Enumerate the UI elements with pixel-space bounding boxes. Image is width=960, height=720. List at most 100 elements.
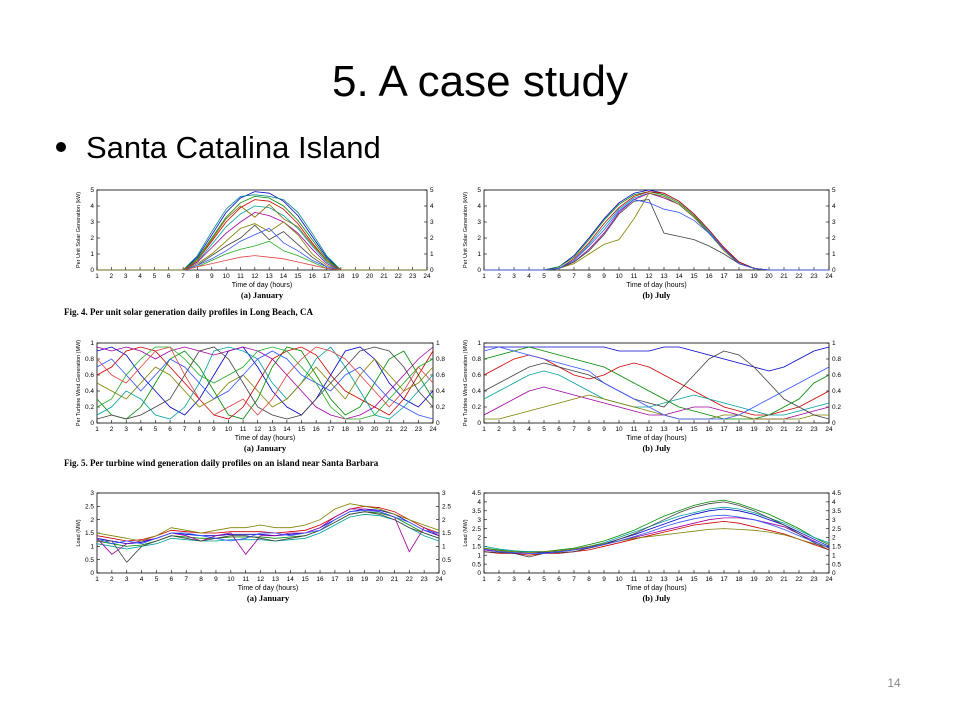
solar-january-x-tick-label: 9 <box>210 273 214 280</box>
wind-july-series-line <box>483 346 830 420</box>
solar-january-x-tick-label: 8 <box>196 273 200 280</box>
wind-january-y-tick-label: 0 <box>90 420 94 427</box>
load-july-x-tick-label: 22 <box>795 576 803 583</box>
solar-july-y-tick-label: 1 <box>477 251 481 258</box>
solar-january-x-tick-label: 23 <box>409 273 417 280</box>
load-july-x-tick-label: 3 <box>512 576 516 583</box>
solar-january-x-tick-label: 13 <box>266 273 274 280</box>
solar-july-y-tick-label: 4 <box>477 203 481 210</box>
solar-july-y-tick-label: 3 <box>477 219 481 226</box>
wind-july-y-tick-label-right: 0.2 <box>832 404 841 411</box>
load-january-x-tick-label: 7 <box>184 576 188 583</box>
wind-january-series-line <box>96 350 434 420</box>
solar-january-x-tick-label: 17 <box>323 273 331 280</box>
wind-july-x-tick-label: 14 <box>675 426 683 433</box>
load-july-y-tick-label-right: 0 <box>832 570 836 577</box>
solar-january-y-tick-label-right: 4 <box>430 203 434 210</box>
wind-january-series-line <box>96 346 434 420</box>
solar-january-x-tick-label: 21 <box>380 273 388 280</box>
wind-january-x-tick-label: 17 <box>327 426 335 433</box>
wind-july-x-tick-label: 12 <box>645 426 653 433</box>
load-january-y-tick-label-right: 3 <box>442 490 446 497</box>
load-january-x-tick-label: 6 <box>170 576 174 583</box>
solar-january-y-tick-label: 0 <box>90 267 94 274</box>
load-july-y-axis-label: Load (MW) <box>463 519 469 546</box>
wind-july-x-tick-label: 8 <box>587 426 591 433</box>
bullet-dot-icon <box>56 141 66 152</box>
wind-january-x-tick-label: 24 <box>429 426 437 433</box>
wind-july-series-line <box>484 394 829 420</box>
wind-january-chart: 1 2 3 4 5 6 7 8 9 10 11 12 13 14 15 16 17 18 19 20 21 22 23 240… <box>76 340 445 453</box>
load-january-y-tick-label-right: 0.5 <box>442 557 451 564</box>
load-july-x-tick-label: 20 <box>765 576 773 583</box>
load-january-y-tick-label-right: 2 <box>442 517 446 524</box>
solar-july-x-tick-label: 2 <box>497 273 501 280</box>
load-january-x-tick-label: 20 <box>376 576 384 583</box>
wind-january-x-tick-label: 21 <box>386 426 394 433</box>
load-july-x-tick-label: 16 <box>705 576 713 583</box>
solar-january-x-tick-label: 6 <box>167 273 171 280</box>
load-july-x-tick-label: 6 <box>557 576 561 583</box>
load-july-x-tick-label: 9 <box>602 576 606 583</box>
solar-july-x-tick-label: 21 <box>780 273 788 280</box>
load-july-y-tick-label-right: 4.5 <box>832 490 841 497</box>
solar-january-x-tick-label: 15 <box>294 273 302 280</box>
wind-january-y-tick-label-right: 1 <box>436 340 440 347</box>
solar-january-y-tick-label-right: 2 <box>430 235 434 242</box>
load-january-series-line <box>96 503 440 542</box>
load-january-x-tick-label: 24 <box>435 576 443 583</box>
load-july-y-tick-label-right: 3.5 <box>832 508 841 515</box>
wind-july-y-tick-label: 0.6 <box>472 372 481 379</box>
wind-january-x-tick-label: 12 <box>254 426 262 433</box>
wind-july-x-tick-label: 13 <box>660 426 668 433</box>
load-january-x-tick-label: 8 <box>199 576 203 583</box>
load-january-series-line <box>97 511 440 563</box>
load-january-x-tick-label: 1 <box>95 576 99 583</box>
solar-january-x-tick-label: 12 <box>251 273 259 280</box>
load-january-y-tick-label: 0.5 <box>85 557 94 564</box>
wind-july-x-tick-label: 6 <box>557 426 561 433</box>
wind-july-x-tick-label: 3 <box>512 426 516 433</box>
load-july-y-tick-label-right: 0.5 <box>832 561 841 568</box>
solar-july-y-tick-label-right: 1 <box>832 251 836 258</box>
solar-january-y-tick-label: 2 <box>90 235 94 242</box>
wind-july-x-tick-label: 17 <box>720 426 728 433</box>
solar-july-x-tick-label: 13 <box>660 273 668 280</box>
load-january-x-tick-label: 15 <box>302 576 310 583</box>
load-july-x-tick-label: 11 <box>631 576 638 583</box>
solar-january-y-tick-label: 4 <box>90 203 94 210</box>
wind-january-series-line <box>96 358 434 408</box>
load-july-y-tick-label: 0 <box>477 570 481 577</box>
solar-july-y-tick-label-right: 4 <box>832 203 836 210</box>
load-july-x-tick-label: 8 <box>587 576 591 583</box>
solar-july-x-tick-label: 1 <box>482 273 486 280</box>
wind-january-series-line <box>96 346 434 416</box>
wind-july-x-tick-label: 4 <box>527 426 531 433</box>
wind-january-series-line <box>96 346 434 420</box>
wind-january-y-tick-label-right: 0.6 <box>436 372 445 379</box>
wind-january-x-tick-label: 7 <box>183 426 187 433</box>
wind-july-x-tick-label: 21 <box>780 426 788 433</box>
solar-july-x-tick-label: 23 <box>810 273 818 280</box>
load-july-x-tick-label: 2 <box>497 576 501 583</box>
wind-january-y-tick-label: 1 <box>90 340 94 347</box>
wind-july-x-tick-label: 18 <box>735 426 743 433</box>
solar-july-x-tick-label: 19 <box>750 273 758 280</box>
solar-january-x-tick-label: 14 <box>280 273 288 280</box>
wind-january-x-tick-label: 18 <box>342 426 350 433</box>
wind-july-y-axis-label: Per Turbine Wind Generation (MW) <box>463 340 469 426</box>
wind-july-y-tick-label-right: 0.4 <box>832 388 841 395</box>
load-july-y-tick-label-right: 2.5 <box>832 526 841 533</box>
solar-january-x-tick-label: 18 <box>337 273 345 280</box>
load-january-y-tick-label: 0 <box>90 570 94 577</box>
wind-july-y-tick-label-right: 0.8 <box>832 356 841 363</box>
wind-january-x-tick-label: 10 <box>225 426 233 433</box>
load-july-y-tick-label-right: 4 <box>832 499 836 506</box>
load-july-x-tick-label: 1 <box>482 576 486 583</box>
solar-july-y-tick-label: 0 <box>477 267 481 274</box>
wind-january-y-tick-label: 0.8 <box>85 356 94 363</box>
solar-july-x-tick-label: 17 <box>720 273 728 280</box>
solar-january-y-tick-label-right: 5 <box>430 187 434 194</box>
load-july-y-tick-label-right: 3 <box>832 517 836 524</box>
solar-july-x-tick-label: 11 <box>631 273 638 280</box>
